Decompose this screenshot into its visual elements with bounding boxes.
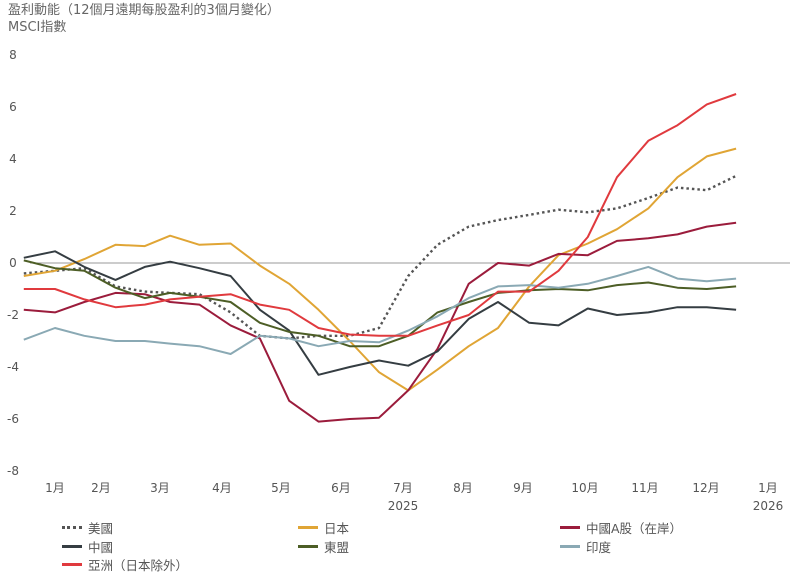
x-tick-label: 1月 bbox=[45, 481, 65, 495]
y-tick-label: -8 bbox=[7, 464, 19, 478]
x-tick-label: 5月 bbox=[271, 481, 291, 495]
chart-title-block: 盈利動能（12個月遠期每股盈利的3個月變化） MSCI指數 bbox=[8, 2, 280, 36]
series-line-0 bbox=[23, 174, 737, 340]
chart-subtitle: MSCI指數 bbox=[8, 20, 67, 35]
legend-item: 中國A股（在岸） bbox=[560, 519, 683, 536]
x-year-label: 2025 bbox=[388, 499, 419, 513]
y-tick-label: -2 bbox=[7, 308, 19, 322]
x-year-label: 2026 bbox=[753, 499, 784, 513]
y-tick-label: -4 bbox=[7, 360, 19, 374]
legend-item: 日本 bbox=[298, 519, 350, 536]
series-line-6 bbox=[23, 93, 737, 337]
series-line-3 bbox=[23, 250, 737, 376]
y-tick-label: 6 bbox=[9, 100, 17, 114]
y-tick-label: 8 bbox=[9, 48, 17, 62]
chart-title: 盈利動能（12個月遠期每股盈利的3個月變化） bbox=[8, 3, 280, 18]
y-tick-label: 4 bbox=[9, 152, 17, 166]
legend-swatch bbox=[560, 544, 580, 548]
legend-swatch bbox=[298, 525, 318, 529]
series-line-2 bbox=[23, 221, 737, 423]
legend-label: 中國A股（在岸） bbox=[586, 520, 683, 536]
x-tick-label: 2月 bbox=[91, 481, 111, 495]
legend-label: 印度 bbox=[586, 539, 612, 555]
x-tick-label: 7月 bbox=[393, 481, 413, 495]
legend-label: 美國 bbox=[88, 520, 114, 536]
series-lines bbox=[23, 93, 737, 423]
x-tick-label: 9月 bbox=[513, 481, 533, 495]
legend-label: 亞洲（日本除外） bbox=[88, 557, 189, 573]
x-tick-label: 8月 bbox=[453, 481, 473, 495]
series-line-5 bbox=[23, 265, 737, 355]
x-tick-label: 11月 bbox=[631, 481, 658, 495]
y-axis: 8 6 4 2 0 -2 -4 -6 -8 bbox=[7, 48, 19, 478]
y-tick-label: 2 bbox=[9, 204, 17, 218]
legend-item: 美國 bbox=[62, 519, 114, 536]
legend-swatch bbox=[560, 525, 580, 529]
x-tick-label: 1月 bbox=[758, 481, 778, 495]
series-line-1 bbox=[23, 147, 737, 392]
y-tick-label: 0 bbox=[9, 256, 17, 270]
y-tick-label: -6 bbox=[7, 412, 19, 426]
series-line-4 bbox=[23, 259, 737, 348]
legend-item: 東盟 bbox=[298, 538, 350, 555]
x-tick-label: 4月 bbox=[212, 481, 232, 495]
x-tick-label: 6月 bbox=[331, 481, 351, 495]
legend-item: 中國 bbox=[62, 538, 114, 555]
legend-label: 東盟 bbox=[324, 539, 350, 555]
legend-item: 亞洲（日本除外） bbox=[62, 556, 189, 573]
legend-swatch bbox=[298, 544, 318, 548]
x-tick-label: 10月 bbox=[571, 481, 598, 495]
x-tick-label: 12月 bbox=[692, 481, 719, 495]
legend-swatch bbox=[62, 562, 82, 566]
legend-item: 印度 bbox=[560, 538, 612, 555]
x-axis: 1月 2月 3月 4月 5月 6月 7月 2025 8月 9月 10月 11月 12月 1月 2026 bbox=[45, 481, 783, 513]
x-tick-label: 3月 bbox=[150, 481, 170, 495]
legend-label: 中國 bbox=[88, 539, 114, 555]
legend-label: 日本 bbox=[324, 520, 350, 536]
legend-swatch bbox=[62, 544, 82, 548]
legend-swatch bbox=[62, 525, 82, 529]
